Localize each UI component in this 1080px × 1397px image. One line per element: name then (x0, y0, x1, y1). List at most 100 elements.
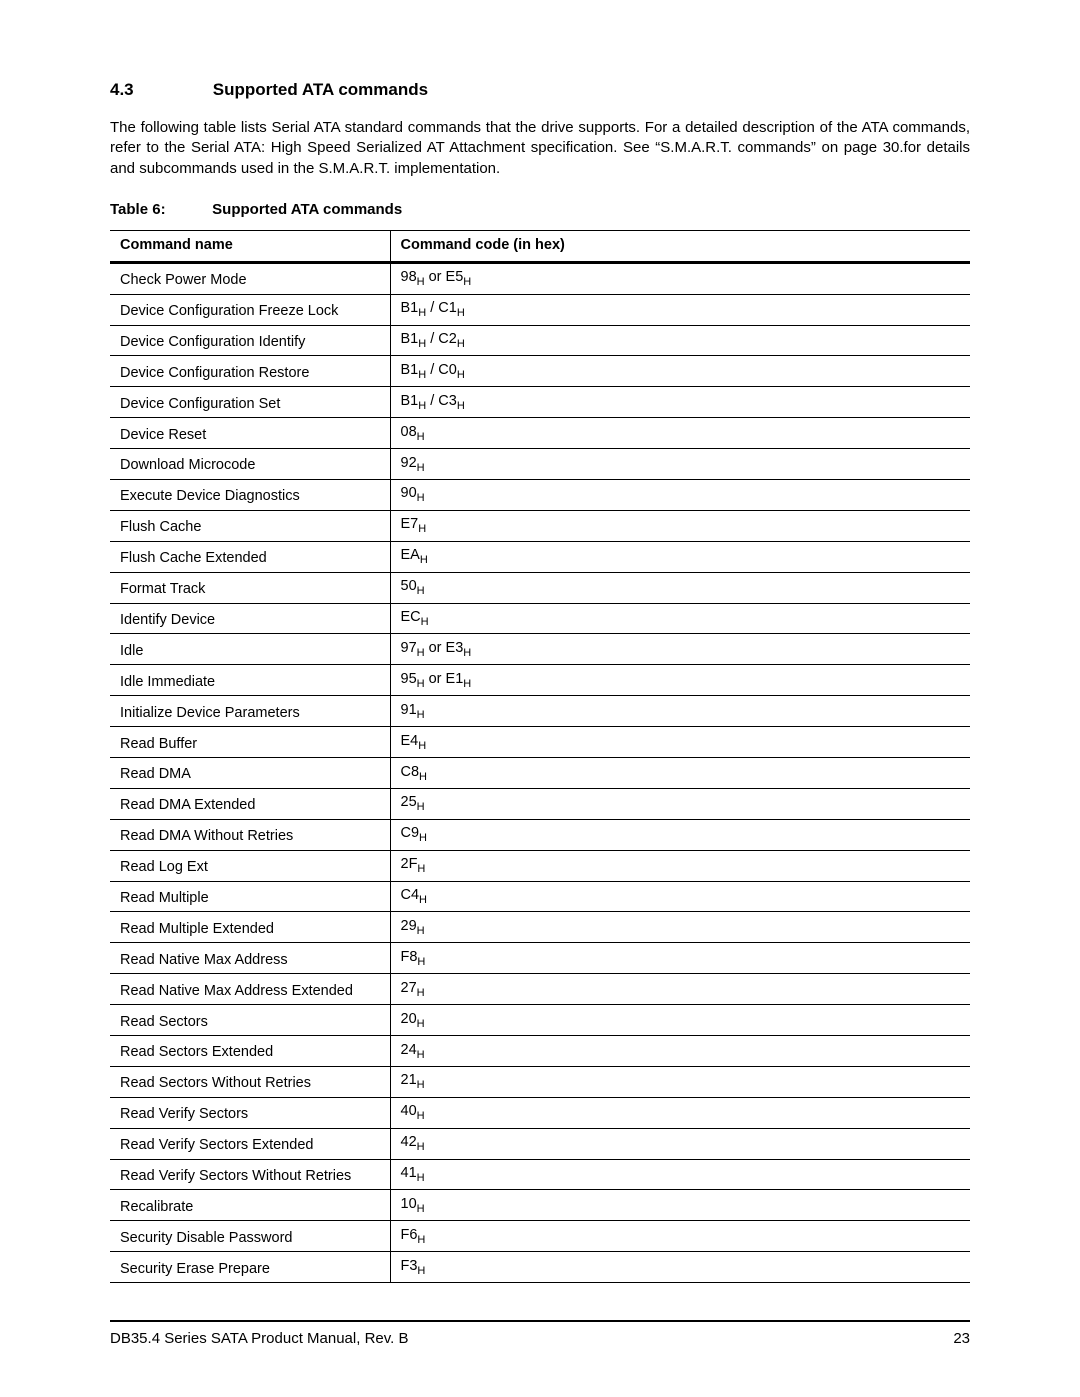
hex-value: F8 (401, 949, 418, 965)
hex-subscript: H (457, 307, 465, 319)
cell-command-name: Device Configuration Freeze Lock (110, 294, 390, 325)
table-row: Identify DeviceECH (110, 603, 970, 634)
table-row: Read Verify Sectors Extended42H (110, 1128, 970, 1159)
cell-command-name: Read Native Max Address (110, 943, 390, 974)
hex-subscript: H (417, 1048, 425, 1060)
cell-command-name: Read Sectors Without Retries (110, 1066, 390, 1097)
table-row: Read DMAC8H (110, 758, 970, 789)
hex-subscript: H (463, 647, 471, 659)
hex-value: 92 (401, 455, 417, 471)
cell-command-code: 40H (390, 1097, 970, 1128)
hex-subscript: H (457, 369, 465, 381)
hex-subscript: H (419, 770, 427, 782)
hex-subscript: H (457, 338, 465, 350)
hex-subscript: H (418, 338, 426, 350)
hex-subscript: H (417, 1079, 425, 1091)
hex-value: B1 (401, 393, 419, 409)
table-row: Download Microcode92H (110, 449, 970, 480)
hex-subscript: H (417, 987, 425, 999)
cell-command-name: Execute Device Diagnostics (110, 479, 390, 510)
cell-command-code: ECH (390, 603, 970, 634)
table-row: Check Power Mode98H or E5H (110, 262, 970, 294)
hex-subscript: H (417, 1110, 425, 1122)
col-header-command-code: Command code (in hex) (390, 230, 970, 262)
cell-command-name: Read Multiple (110, 881, 390, 912)
cell-command-name: Download Microcode (110, 449, 390, 480)
hex-value: / C3 (426, 393, 457, 409)
cell-command-code: 95H or E1H (390, 665, 970, 696)
hex-subscript: H (418, 740, 426, 752)
hex-value: 91 (401, 702, 417, 718)
hex-value: or E1 (425, 671, 464, 687)
cell-command-name: Security Disable Password (110, 1221, 390, 1252)
hex-subscript: H (417, 1018, 425, 1030)
hex-subscript: H (418, 400, 426, 412)
cell-command-code: 50H (390, 572, 970, 603)
hex-subscript: H (419, 832, 427, 844)
cell-command-name: Flush Cache Extended (110, 541, 390, 572)
hex-subscript: H (421, 616, 429, 628)
table-header-row: Command name Command code (in hex) (110, 230, 970, 262)
cell-command-name: Read DMA Extended (110, 788, 390, 819)
table-row: Read Sectors Extended24H (110, 1036, 970, 1067)
table-row: Security Erase PrepareF3H (110, 1252, 970, 1283)
hex-value: F6 (401, 1227, 418, 1243)
table-row: Device Configuration SetB1H / C3H (110, 387, 970, 418)
hex-subscript: H (417, 276, 425, 288)
table-row: Idle Immediate95H or E1H (110, 665, 970, 696)
cell-command-code: EAH (390, 541, 970, 572)
section-number: 4.3 (110, 80, 208, 100)
cell-command-name: Idle (110, 634, 390, 665)
cell-command-name: Read Buffer (110, 727, 390, 758)
table-row: Execute Device Diagnostics90H (110, 479, 970, 510)
hex-value: 97 (401, 640, 417, 656)
cell-command-name: Idle Immediate (110, 665, 390, 696)
table-row: Read DMA Extended25H (110, 788, 970, 819)
cell-command-name: Recalibrate (110, 1190, 390, 1221)
hex-value: 08 (401, 424, 417, 440)
cell-command-name: Flush Cache (110, 510, 390, 541)
table-row: Device Configuration Freeze LockB1H / C1… (110, 294, 970, 325)
hex-value: E7 (401, 516, 419, 532)
hex-value: 25 (401, 794, 417, 810)
cell-command-name: Identify Device (110, 603, 390, 634)
hex-value: C9 (401, 825, 420, 841)
hex-value: 42 (401, 1134, 417, 1150)
cell-command-name: Initialize Device Parameters (110, 696, 390, 727)
cell-command-name: Device Configuration Identify (110, 325, 390, 356)
cell-command-code: 98H or E5H (390, 262, 970, 294)
cell-command-code: 08H (390, 418, 970, 449)
hex-value: or E5 (425, 269, 464, 285)
cell-command-code: B1H / C2H (390, 325, 970, 356)
hex-value: 10 (401, 1196, 417, 1212)
cell-command-name: Device Configuration Set (110, 387, 390, 418)
table-row: Read Sectors20H (110, 1005, 970, 1036)
cell-command-code: 92H (390, 449, 970, 480)
hex-value: C8 (401, 764, 420, 780)
cell-command-name: Security Erase Prepare (110, 1252, 390, 1283)
hex-value: EA (401, 547, 420, 563)
hex-value: 27 (401, 980, 417, 996)
hex-value: / C1 (426, 300, 457, 316)
hex-value: 40 (401, 1103, 417, 1119)
table-row: Read Verify Sectors40H (110, 1097, 970, 1128)
cell-command-name: Device Configuration Restore (110, 356, 390, 387)
hex-subscript: H (418, 307, 426, 319)
table-row: Flush CacheE7H (110, 510, 970, 541)
cell-command-code: 25H (390, 788, 970, 819)
cell-command-code: 21H (390, 1066, 970, 1097)
cell-command-code: B1H / C3H (390, 387, 970, 418)
table-row: Idle97H or E3H (110, 634, 970, 665)
table-row: Recalibrate10H (110, 1190, 970, 1221)
table-caption-label: Table 6: (110, 201, 208, 218)
hex-subscript: H (417, 956, 425, 968)
hex-value: 2F (401, 856, 418, 872)
cell-command-name: Read Sectors (110, 1005, 390, 1036)
table-row: Device Reset08H (110, 418, 970, 449)
hex-value: F3 (401, 1258, 418, 1274)
hex-subscript: H (417, 1234, 425, 1246)
cell-command-code: 27H (390, 974, 970, 1005)
cell-command-name: Format Track (110, 572, 390, 603)
cell-command-code: 41H (390, 1159, 970, 1190)
table-row: Read Multiple Extended29H (110, 912, 970, 943)
